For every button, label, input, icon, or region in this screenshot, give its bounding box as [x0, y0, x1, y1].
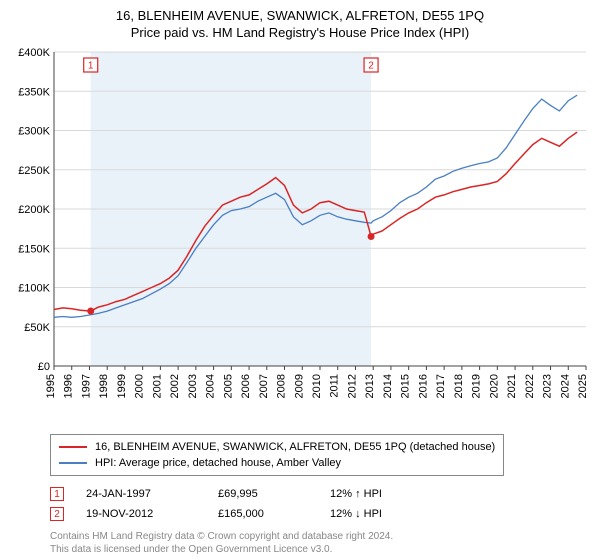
x-tick-label: 1999	[116, 374, 128, 398]
x-tick-label: 2014	[382, 374, 394, 398]
y-tick-label: £200K	[18, 204, 50, 216]
sale-price: £69,995	[218, 488, 308, 500]
sale-date: 24-JAN-1997	[86, 488, 196, 500]
x-tick-label: 2021	[506, 374, 518, 398]
y-tick-label: £150K	[18, 243, 50, 255]
x-tick-label: 2000	[134, 374, 146, 398]
sale-hpi: 12% ↑ HPI	[330, 488, 420, 500]
x-tick-label: 2002	[169, 374, 181, 398]
x-tick-label: 2022	[524, 374, 536, 398]
footer-line-2: This data is licensed under the Open Gov…	[50, 543, 590, 556]
x-tick-label: 2013	[364, 374, 376, 398]
sale-row: 1 24-JAN-1997 £69,995 12% ↑ HPI	[50, 484, 590, 504]
title-address: 16, BLENHEIM AVENUE, SWANWICK, ALFRETON,…	[8, 8, 592, 23]
x-tick-label: 2003	[187, 374, 199, 398]
sale-hpi: 12% ↓ HPI	[330, 508, 420, 520]
sales-table: 1 24-JAN-1997 £69,995 12% ↑ HPI 2 19-NOV-2012…	[50, 484, 590, 524]
x-tick-label: 1997	[80, 374, 92, 398]
y-tick-label: £300K	[18, 126, 50, 138]
x-tick-label: 2025	[577, 374, 589, 398]
y-tick-label: £400K	[18, 47, 50, 59]
y-tick-label: £350K	[18, 86, 50, 98]
x-tick-label: 2004	[205, 374, 217, 398]
x-tick-label: 2010	[311, 374, 323, 398]
y-tick-label: £50K	[24, 322, 50, 334]
title-subtitle: Price paid vs. HM Land Registry's House …	[8, 25, 592, 40]
legend-label: HPI: Average price, detached house, Ambe…	[95, 457, 341, 469]
legend-row: 16, BLENHEIM AVENUE, SWANWICK, ALFRETON,…	[59, 439, 495, 455]
sale-price: £165,000	[218, 508, 308, 520]
y-tick-label: £0	[38, 361, 50, 373]
sale-date: 19-NOV-2012	[86, 508, 196, 520]
x-tick-label: 2019	[471, 374, 483, 398]
x-tick-label: 2006	[240, 374, 252, 398]
x-tick-label: 2007	[258, 374, 270, 398]
x-tick-label: 2015	[400, 374, 412, 398]
footer: Contains HM Land Registry data © Crown c…	[50, 530, 590, 556]
sale-point-2	[368, 233, 375, 240]
x-tick-label: 2012	[346, 374, 358, 398]
x-tick-label: 2008	[276, 374, 288, 398]
x-tick-label: 1998	[98, 374, 110, 398]
legend-label: 16, BLENHEIM AVENUE, SWANWICK, ALFRETON,…	[95, 441, 495, 453]
sale-point-1	[87, 308, 94, 315]
chart-area: £0 £50K £100K £150K £200K £250K £300K £350K £400…	[8, 46, 592, 426]
x-tick-label: 2001	[151, 374, 163, 398]
sale-marker-num-1: 1	[88, 61, 94, 72]
y-tick-label: £250K	[18, 165, 50, 177]
x-tick-label: 2018	[453, 374, 465, 398]
x-tick-label: 2016	[417, 374, 429, 398]
footer-line-1: Contains HM Land Registry data © Crown c…	[50, 530, 590, 543]
x-tick-label: 2011	[329, 374, 341, 398]
sale-marker: 2	[50, 507, 64, 521]
x-tick-label: 2009	[293, 374, 305, 398]
chart-container: 16, BLENHEIM AVENUE, SWANWICK, ALFRETON,…	[0, 0, 600, 560]
x-tick-label: 2024	[559, 374, 571, 398]
x-tick-label: 2023	[542, 374, 554, 398]
legend: 16, BLENHEIM AVENUE, SWANWICK, ALFRETON,…	[50, 434, 504, 476]
sale-marker: 1	[50, 487, 64, 501]
legend-swatch	[59, 462, 87, 464]
x-tick-label: 2017	[435, 374, 447, 398]
sale-marker-num-2: 2	[368, 61, 374, 72]
x-tick-label: 1995	[45, 374, 57, 398]
legend-row: HPI: Average price, detached house, Ambe…	[59, 455, 495, 471]
x-tick-label: 2020	[488, 374, 500, 398]
x-tick-label: 2005	[222, 374, 234, 398]
x-tick-label: 1996	[63, 374, 75, 398]
y-tick-label: £100K	[18, 283, 50, 295]
line-chart-svg: £0 £50K £100K £150K £200K £250K £300K £350K £400…	[8, 46, 592, 426]
sale-row: 2 19-NOV-2012 £165,000 12% ↓ HPI	[50, 504, 590, 524]
legend-swatch	[59, 446, 87, 448]
